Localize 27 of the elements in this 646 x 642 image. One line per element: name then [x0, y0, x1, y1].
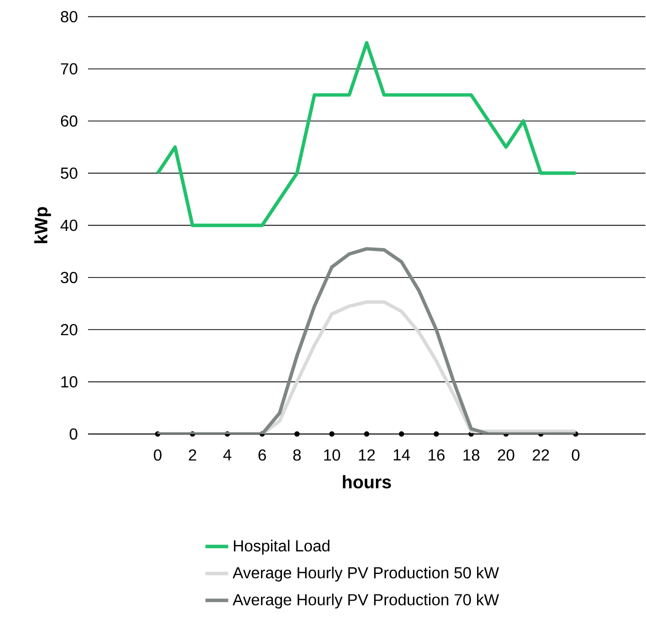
- x-tick-label: 6: [258, 449, 266, 461]
- y-tick-label: 10: [61, 376, 78, 388]
- y-tick-label: 40: [60, 220, 78, 231]
- legend-label: Hospital Load: [234, 540, 330, 555]
- x-tick-label: 18: [463, 449, 480, 461]
- x-tick-label: 16: [428, 449, 445, 461]
- x-tick-label: 14: [394, 449, 410, 460]
- y-axis-title: kWp: [34, 207, 52, 244]
- y-tick-label: 80: [60, 11, 78, 22]
- x-tick-label: 12: [358, 449, 375, 461]
- y-tick-label: 30: [60, 272, 78, 284]
- x-tick-label: 0: [572, 449, 580, 461]
- y-tick-label: 20: [60, 324, 78, 336]
- x-tick-label: 0: [154, 449, 162, 461]
- x-tick-label: 22: [532, 449, 549, 461]
- x-axis-title: hours: [342, 475, 391, 488]
- y-tick-label: 0: [70, 428, 78, 440]
- x-tick-label: 2: [188, 449, 196, 461]
- x-tick-label: 4: [223, 449, 232, 460]
- x-tick-label: 8: [293, 449, 301, 461]
- legend-label: Average Hourly PV Production 50 kW: [232, 566, 500, 582]
- y-tick-label: 60: [60, 115, 78, 127]
- y-tick-label: 50: [60, 168, 78, 179]
- y-tick-label: 70: [60, 63, 78, 74]
- x-tick-label: 20: [498, 449, 514, 461]
- legend-label: Average Hourly PV Production 70 kW: [232, 594, 500, 609]
- x-tick-label: 10: [324, 449, 340, 461]
